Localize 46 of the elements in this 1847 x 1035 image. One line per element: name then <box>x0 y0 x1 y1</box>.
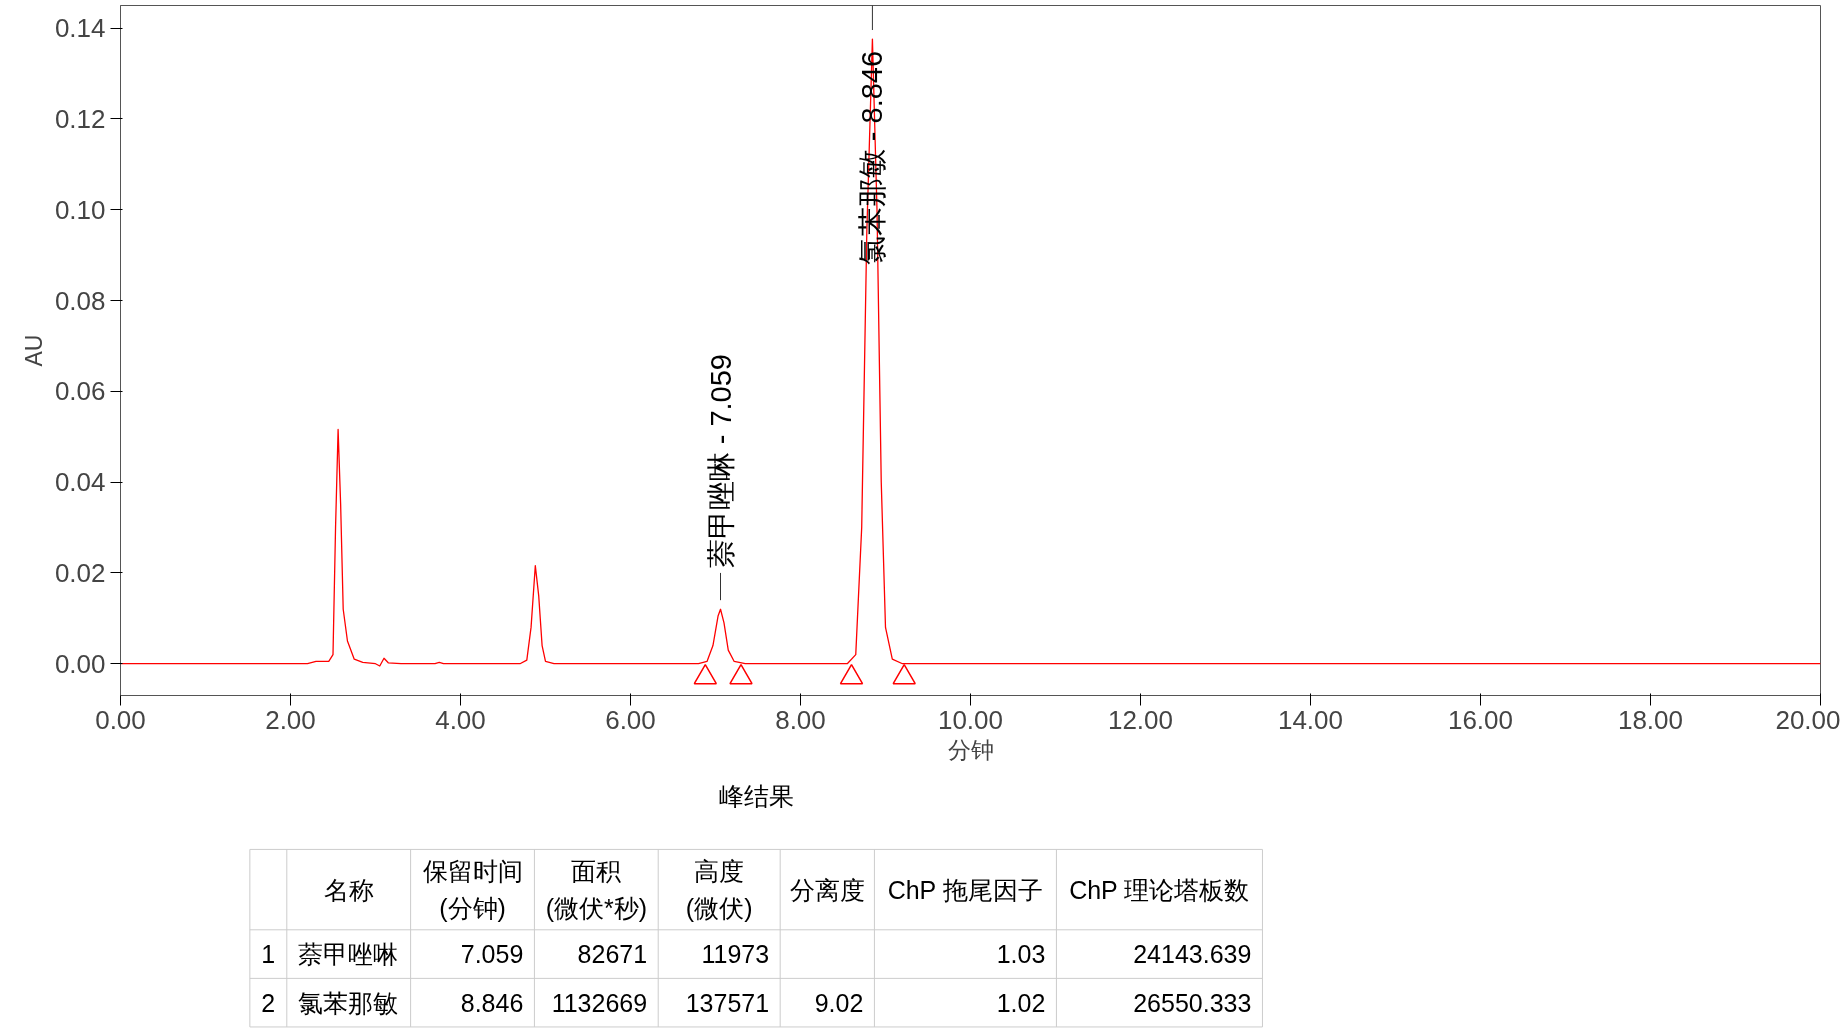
y-axis-title: AU <box>20 334 47 367</box>
x-tick-label: 0.00 <box>95 704 146 735</box>
text: 1132669 <box>551 988 648 1017</box>
x-tick-label: 12.00 <box>1107 704 1174 735</box>
annotation: 萘甲唑啉 - 7.059 <box>704 354 737 569</box>
text: 面积 (微伏*秒) <box>545 857 648 922</box>
x-axis-title: 分钟 <box>947 736 994 763</box>
text: 高度 (微伏) <box>685 857 753 922</box>
text: 1.03 <box>996 940 1046 969</box>
x-tick-label: 10.00 <box>937 704 1004 735</box>
x-tick-label: 8.00 <box>775 704 826 735</box>
text: 11973 <box>701 940 770 969</box>
y-tick-label: 0.14 <box>54 13 106 44</box>
y-tick-label: 0.04 <box>54 467 106 498</box>
text: ChP 拖尾因子 <box>887 875 1043 904</box>
x-tick-label: 20.00 <box>1775 704 1841 735</box>
text: 名称 <box>323 875 374 904</box>
text: 保留时间 (分钟) <box>422 857 523 922</box>
y-tick-label: 0.00 <box>54 648 106 679</box>
y-tick-label: 0.12 <box>54 103 106 134</box>
text: 分离度 <box>789 875 865 904</box>
x-tick-label: 16.00 <box>1447 704 1514 735</box>
text: 8.846 <box>460 988 524 1017</box>
text: 9.02 <box>814 988 864 1017</box>
x-tick-label: 18.00 <box>1617 704 1684 735</box>
text: 137571 <box>685 988 770 1017</box>
annotation: 氯苯那敏 - 8.846 <box>856 50 889 266</box>
text: 萘甲唑啉 <box>297 940 398 969</box>
text: 2 <box>261 988 276 1017</box>
text: ChP 理论塔板数 <box>1069 875 1250 904</box>
x-tick-label: 14.00 <box>1277 704 1344 735</box>
y-tick-label: 0.08 <box>54 285 106 316</box>
text: 1.02 <box>996 988 1046 1017</box>
text: 26550.333 <box>1133 988 1252 1017</box>
y-tick-label: 0.06 <box>54 376 106 407</box>
x-tick-label: 2.00 <box>265 704 316 735</box>
text: 7.059 <box>460 940 524 969</box>
y-tick-label: 0.10 <box>54 194 106 225</box>
x-tick-label: 6.00 <box>605 704 656 735</box>
x-tick-label: 4.00 <box>435 704 486 735</box>
text: 24143.639 <box>1133 940 1252 969</box>
text: 氯苯那敏 <box>297 988 398 1017</box>
y-tick-label: 0.02 <box>54 557 106 588</box>
text: 1 <box>261 940 276 969</box>
text: 82671 <box>577 940 648 969</box>
text: 峰结果 <box>718 782 794 811</box>
